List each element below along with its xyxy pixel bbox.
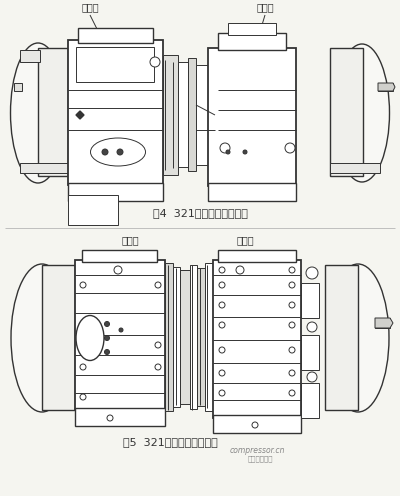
Circle shape: [80, 342, 86, 348]
Bar: [38, 48, 68, 176]
Circle shape: [150, 57, 160, 67]
Text: 中国压缩机网: 中国压缩机网: [248, 455, 274, 462]
Circle shape: [104, 321, 110, 326]
Circle shape: [117, 149, 123, 155]
Bar: [188, 58, 196, 171]
Bar: [330, 48, 363, 176]
Bar: [196, 65, 208, 165]
Circle shape: [307, 372, 317, 382]
Bar: [76, 47, 154, 82]
Bar: [68, 40, 163, 185]
Circle shape: [107, 415, 113, 421]
Bar: [20, 163, 70, 173]
Bar: [205, 263, 213, 411]
Text: 图5  321螺杆压缩机俯视图: 图5 321螺杆压缩机俯视图: [123, 437, 217, 447]
Bar: [173, 267, 180, 407]
Bar: [163, 55, 178, 175]
Bar: [75, 260, 165, 410]
Bar: [82, 250, 157, 262]
Circle shape: [285, 143, 295, 153]
Text: 平衡腔: 平衡腔: [256, 2, 274, 12]
Bar: [68, 183, 163, 201]
Circle shape: [289, 370, 295, 376]
Circle shape: [119, 328, 123, 332]
Circle shape: [226, 150, 230, 154]
Circle shape: [236, 266, 244, 274]
Bar: [190, 265, 197, 409]
Bar: [330, 163, 380, 173]
Circle shape: [219, 322, 225, 328]
Bar: [325, 265, 358, 410]
Bar: [78, 28, 153, 43]
Bar: [68, 195, 118, 225]
Text: compressor.cn: compressor.cn: [230, 446, 286, 455]
Text: 平衡腔: 平衡腔: [81, 2, 99, 12]
Bar: [301, 335, 319, 370]
Circle shape: [289, 282, 295, 288]
Circle shape: [104, 335, 110, 340]
Bar: [218, 33, 286, 50]
Ellipse shape: [334, 44, 390, 182]
Circle shape: [80, 394, 86, 400]
Circle shape: [114, 266, 122, 274]
Circle shape: [252, 422, 258, 428]
Bar: [375, 318, 390, 328]
Circle shape: [306, 267, 318, 279]
Polygon shape: [375, 318, 393, 328]
Bar: [20, 50, 40, 62]
Text: 图4  321螺杆压缩机正视图: 图4 321螺杆压缩机正视图: [152, 208, 248, 218]
Circle shape: [220, 143, 230, 153]
Bar: [178, 62, 188, 167]
Circle shape: [80, 364, 86, 370]
Bar: [378, 83, 393, 91]
Polygon shape: [378, 83, 395, 91]
Bar: [213, 260, 301, 418]
Bar: [213, 415, 301, 433]
Bar: [180, 270, 190, 404]
Bar: [14, 83, 22, 91]
Bar: [208, 183, 296, 201]
Polygon shape: [76, 111, 84, 119]
Bar: [301, 383, 319, 418]
Circle shape: [219, 282, 225, 288]
Bar: [42, 265, 75, 410]
Circle shape: [80, 282, 86, 288]
Bar: [75, 408, 165, 426]
Circle shape: [104, 350, 110, 355]
Circle shape: [155, 342, 161, 348]
Circle shape: [289, 267, 295, 273]
Circle shape: [243, 150, 247, 154]
Circle shape: [289, 302, 295, 308]
Bar: [165, 263, 173, 411]
Circle shape: [289, 390, 295, 396]
Circle shape: [289, 347, 295, 353]
Text: 平衡腔: 平衡腔: [236, 235, 254, 245]
Ellipse shape: [76, 315, 104, 361]
Circle shape: [102, 149, 108, 155]
Bar: [228, 23, 276, 35]
Circle shape: [155, 282, 161, 288]
Ellipse shape: [327, 264, 389, 412]
Ellipse shape: [11, 264, 73, 412]
Circle shape: [219, 347, 225, 353]
Circle shape: [155, 364, 161, 370]
Ellipse shape: [90, 138, 146, 166]
Circle shape: [219, 267, 225, 273]
Circle shape: [219, 390, 225, 396]
Bar: [208, 48, 296, 186]
Ellipse shape: [10, 43, 66, 183]
Circle shape: [80, 321, 86, 327]
Circle shape: [307, 322, 317, 332]
Text: 平衡腔: 平衡腔: [121, 235, 139, 245]
Bar: [218, 250, 296, 262]
Bar: [301, 283, 319, 318]
Bar: [197, 268, 205, 406]
Circle shape: [219, 370, 225, 376]
Circle shape: [289, 322, 295, 328]
Circle shape: [219, 302, 225, 308]
